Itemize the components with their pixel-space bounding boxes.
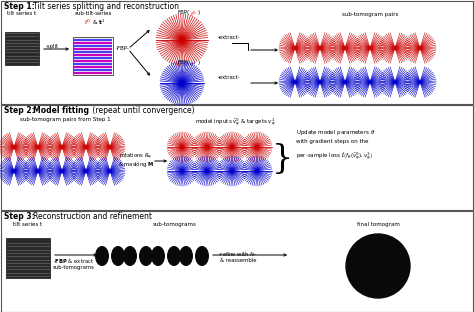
Text: Tilt series splitting and reconstruction: Tilt series splitting and reconstruction xyxy=(33,2,179,11)
Text: sub-tomograms: sub-tomograms xyxy=(153,222,197,227)
Text: & reassemble: & reassemble xyxy=(220,258,256,263)
Ellipse shape xyxy=(195,246,209,266)
Text: sub-tomogram pairs: sub-tomogram pairs xyxy=(342,12,398,17)
Bar xyxy=(1,105,473,210)
Text: -refine with $f_\theta$-: -refine with $f_\theta$- xyxy=(218,250,258,259)
Text: tilt series t: tilt series t xyxy=(13,222,43,227)
Text: per-sample loss $\ell\left(f_\theta(\hat{v}_\varphi^0),v_\varphi^1\right)$: per-sample loss $\ell\left(f_\theta(\hat… xyxy=(296,150,373,162)
Text: & masking $\mathbf{M}$: & masking $\mathbf{M}$ xyxy=(118,160,154,169)
Circle shape xyxy=(346,234,410,298)
Text: $t^0$: $t^0$ xyxy=(190,10,197,19)
Ellipse shape xyxy=(179,246,193,266)
Text: final tomogram: final tomogram xyxy=(356,222,400,227)
Text: with gradient steps on the: with gradient steps on the xyxy=(296,139,368,144)
Text: }: } xyxy=(272,143,293,175)
Ellipse shape xyxy=(111,246,125,266)
Ellipse shape xyxy=(151,246,165,266)
Text: Reconstruction and refinement: Reconstruction and refinement xyxy=(33,212,152,221)
Text: $t^0$: $t^0$ xyxy=(84,18,91,27)
Text: Step 2:: Step 2: xyxy=(4,106,37,115)
Text: & $\mathbf{t}^1$: & $\mathbf{t}^1$ xyxy=(92,18,106,27)
Text: FBP(: FBP( xyxy=(178,60,190,65)
Text: tilt series t: tilt series t xyxy=(8,11,36,16)
Text: Update model parameters $\theta$: Update model parameters $\theta$ xyxy=(296,128,375,137)
Text: ): ) xyxy=(198,10,200,15)
Text: -extract-: -extract- xyxy=(218,35,241,40)
Ellipse shape xyxy=(139,246,153,266)
Ellipse shape xyxy=(123,246,137,266)
Text: sub-tomogram pairs from Step 1: sub-tomogram pairs from Step 1 xyxy=(20,117,110,122)
Bar xyxy=(1,211,473,312)
Text: sub-tilt-series: sub-tilt-series xyxy=(74,11,112,16)
Text: $t^1$: $t^1$ xyxy=(190,60,197,69)
Bar xyxy=(6,238,50,278)
Bar xyxy=(5,32,39,65)
Text: (repeat until convergence): (repeat until convergence) xyxy=(90,106,195,115)
Text: -extract-: -extract- xyxy=(218,75,241,80)
Text: Model fitting: Model fitting xyxy=(33,106,89,115)
Text: ): ) xyxy=(198,60,200,65)
Text: $\mathbf{\text{-}FBP}$ & extract: $\mathbf{\text{-}FBP}$ & extract xyxy=(53,257,95,265)
Ellipse shape xyxy=(95,246,109,266)
Text: -FBP-: -FBP- xyxy=(116,46,130,51)
Text: FBP(: FBP( xyxy=(178,10,190,15)
Text: model inputs $\hat{v}_\varphi^0$ & targets $v_\varphi^1$: model inputs $\hat{v}_\varphi^0$ & targe… xyxy=(195,117,275,129)
Ellipse shape xyxy=(167,246,181,266)
Text: -split: -split xyxy=(46,44,59,49)
Bar xyxy=(73,37,113,75)
Text: Step 1:: Step 1: xyxy=(4,2,37,11)
Text: sub-tomograms: sub-tomograms xyxy=(53,265,95,270)
Text: rotations $R_\varphi$: rotations $R_\varphi$ xyxy=(119,152,153,162)
Bar xyxy=(1,1,473,104)
Text: Step 3:: Step 3: xyxy=(4,212,37,221)
